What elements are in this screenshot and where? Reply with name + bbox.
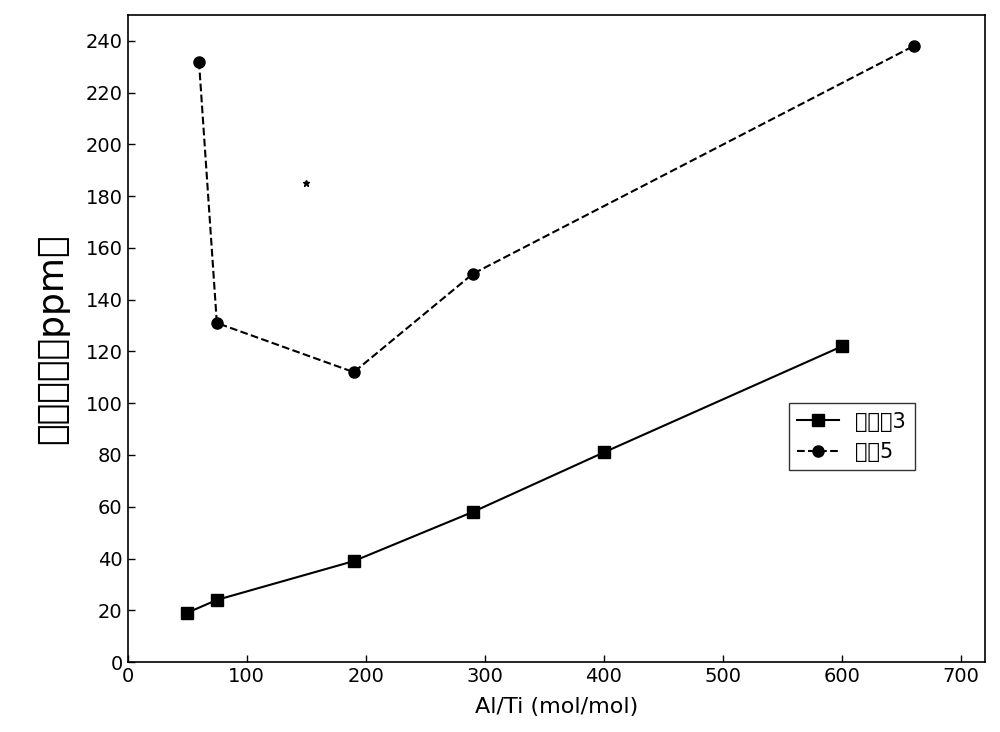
实施例3 <box>211 596 223 605</box>
对比5 <box>211 318 223 327</box>
Line: 对比5: 对比5 <box>193 40 919 378</box>
对比5 <box>467 269 479 278</box>
对比5 <box>348 367 360 376</box>
X-axis label: Al/Ti (mol/mol): Al/Ti (mol/mol) <box>475 697 638 717</box>
实施例3 <box>836 342 848 351</box>
对比5 <box>908 42 920 51</box>
Y-axis label: 灰分含量（ppm）: 灰分含量（ppm） <box>35 234 69 444</box>
实施例3 <box>467 507 479 516</box>
实施例3 <box>181 608 193 617</box>
对比5 <box>193 57 205 66</box>
Line: 实施例3: 实施例3 <box>182 340 848 619</box>
实施例3 <box>348 557 360 566</box>
实施例3 <box>598 448 610 457</box>
Legend: 实施例3, 对比5: 实施例3, 对比5 <box>789 403 915 471</box>
